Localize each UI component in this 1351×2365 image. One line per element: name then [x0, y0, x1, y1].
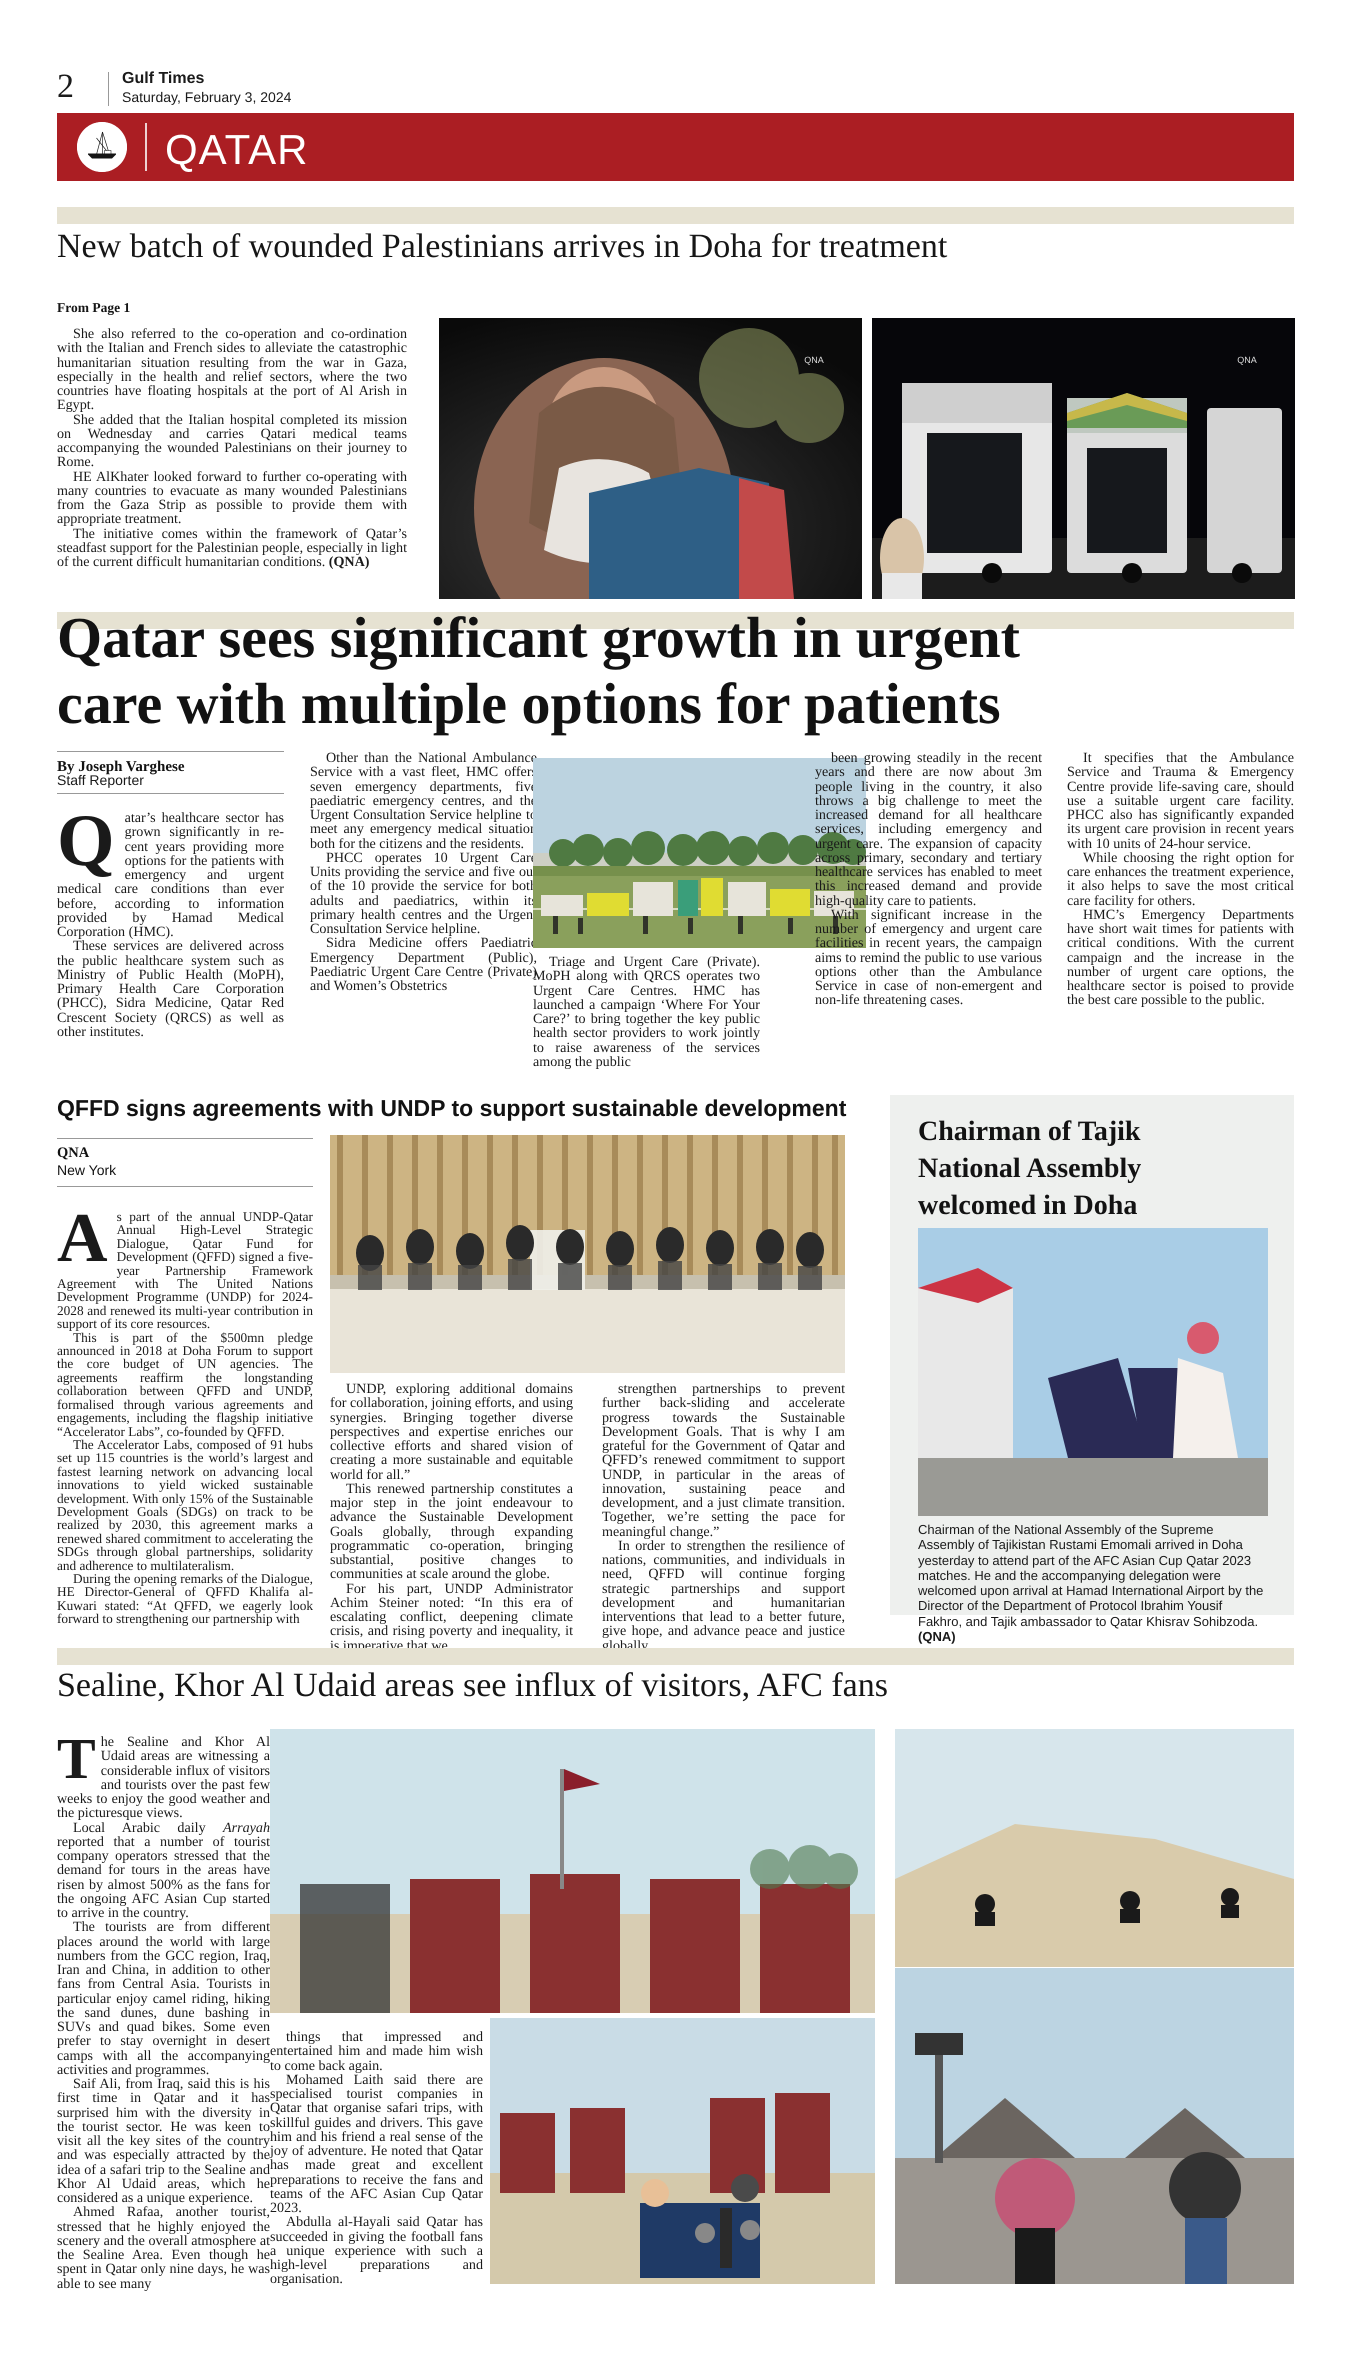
- svg-text:QNA: QNA: [804, 355, 824, 365]
- svg-text:QNA: QNA: [1237, 355, 1257, 365]
